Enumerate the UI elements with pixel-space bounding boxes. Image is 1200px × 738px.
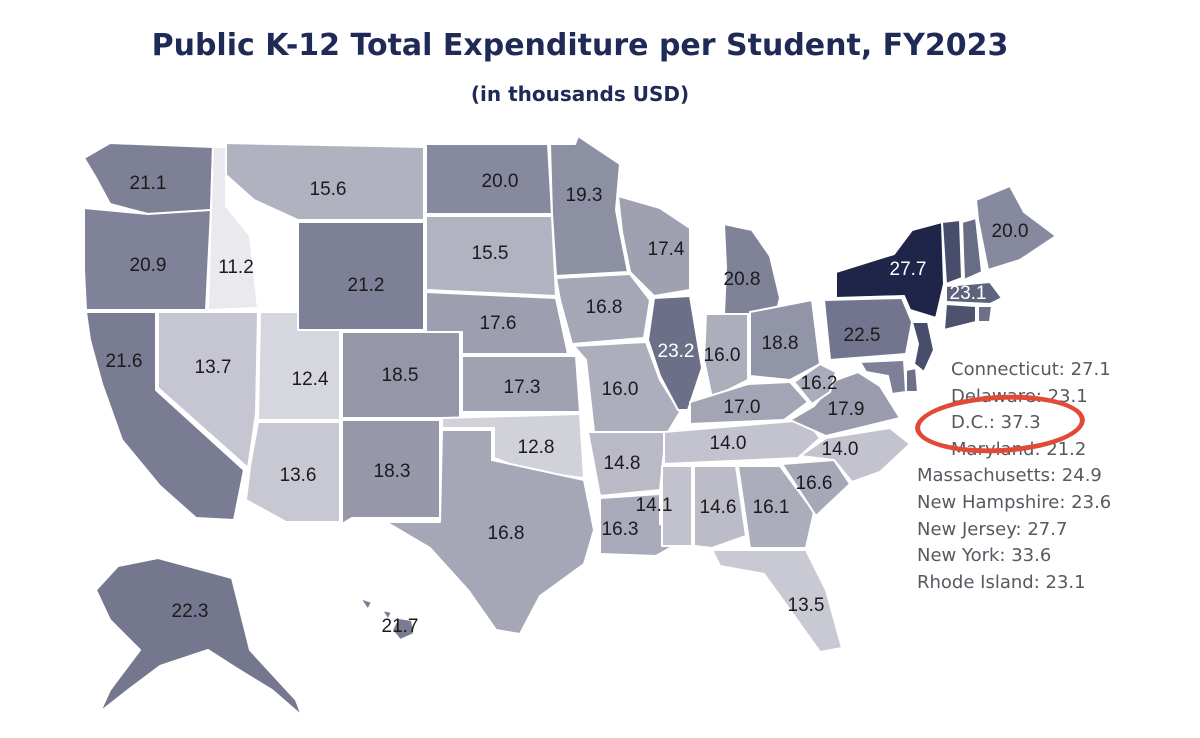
state-label-north-carolina: 14.0 — [822, 439, 859, 460]
state-label-oklahoma: 12.8 — [518, 437, 555, 458]
state-label-texas: 16.8 — [488, 523, 525, 544]
state-label-colorado: 18.5 — [382, 365, 419, 386]
state-wisconsin — [617, 195, 691, 297]
ne-item-delaware: Delaware: 23.1 — [951, 385, 1088, 407]
ne-item-new-hampshire: New Hampshire: 23.6 — [917, 491, 1112, 513]
state-north-carolina — [799, 427, 911, 483]
state-new-hampshire — [961, 217, 983, 281]
state-label-wyoming: 21.2 — [348, 275, 385, 296]
state-label-hawaii: 21.7 — [382, 616, 419, 637]
state-kentucky — [689, 381, 809, 425]
state-georgia — [737, 465, 815, 549]
state-label-florida: 13.5 — [788, 595, 825, 616]
northeast-values-list: Connecticut: 27.1 Delaware: 23.1 D.C.: 3… — [917, 357, 1111, 596]
state-label-michigan: 20.8 — [724, 269, 761, 290]
state-hawaii — [359, 597, 415, 641]
state-label-nebraska: 17.6 — [480, 313, 517, 334]
state-label-utah: 12.4 — [292, 369, 329, 390]
state-label-minnesota: 19.3 — [566, 185, 603, 206]
ne-item-new-jersey: New Jersey: 27.7 — [917, 518, 1068, 540]
state-label-south-carolina: 16.6 — [796, 473, 833, 494]
state-tennessee — [663, 419, 821, 465]
state-label-mississippi: 14.1 — [636, 495, 673, 516]
ne-item-massachusetts: Massachusetts: 24.9 — [917, 465, 1102, 487]
state-south-dakota — [425, 215, 557, 297]
state-maryland — [859, 359, 907, 395]
state-oregon — [83, 207, 212, 311]
state-florida — [711, 549, 843, 653]
state-label-iowa: 16.8 — [586, 297, 623, 318]
state-missouri — [573, 341, 681, 433]
state-label-indiana: 16.0 — [704, 345, 741, 366]
state-minnesota — [549, 135, 629, 277]
state-kansas — [461, 355, 581, 413]
state-illinois — [647, 295, 703, 411]
state-vermont — [941, 219, 963, 285]
state-arkansas — [587, 431, 667, 497]
ne-item-maryland: Maryland: 21.2 — [951, 438, 1087, 460]
state-label-alabama: 14.6 — [700, 497, 737, 518]
state-label-illinois: 23.2 — [658, 341, 695, 362]
state-rhode-island — [977, 305, 993, 323]
ne-item-rhode-island: Rhode Island: 23.1 — [917, 571, 1086, 593]
state-label-maine: 20.0 — [992, 221, 1029, 242]
state-label-massachusetts: 23.1 — [950, 283, 987, 304]
state-arizona — [245, 421, 341, 523]
state-new-jersey — [911, 321, 935, 373]
state-label-north-dakota: 20.0 — [482, 171, 519, 192]
state-montana — [225, 142, 425, 221]
state-california — [85, 311, 245, 521]
state-ohio — [749, 299, 821, 381]
state-new-york — [835, 221, 945, 319]
state-label-georgia: 16.1 — [753, 497, 790, 518]
state-label-pennsylvania: 22.5 — [844, 325, 881, 346]
state-label-oregon: 20.9 — [130, 255, 167, 276]
state-label-idaho: 11.2 — [218, 257, 254, 278]
state-label-west-virginia: 16.2 — [801, 373, 838, 394]
state-connecticut — [943, 303, 977, 331]
state-label-kentucky: 17.0 — [724, 397, 761, 418]
state-nevada — [157, 311, 259, 469]
state-new-mexico — [341, 419, 441, 525]
state-maine — [975, 185, 1057, 271]
ne-item-connecticut: Connecticut: 27.1 — [951, 359, 1111, 380]
state-mississippi — [661, 465, 693, 547]
state-label-kansas: 17.3 — [504, 377, 541, 398]
state-pennsylvania — [823, 297, 913, 361]
state-texas — [385, 429, 595, 635]
map-subtitle: (in thousands USD) — [470, 82, 690, 106]
state-alabama — [693, 465, 747, 549]
ne-item-dc: D.C.: 37.3 — [951, 412, 1041, 434]
state-label-new-mexico: 18.3 — [374, 461, 411, 482]
state-label-new-york: 27.7 — [890, 259, 927, 280]
state-massachusetts — [945, 281, 1003, 305]
state-label-washington: 21.1 — [130, 173, 167, 194]
state-south-carolina — [781, 459, 851, 517]
map-title: Public K-12 Total Expenditure per Studen… — [151, 28, 1009, 63]
state-west-virginia — [793, 363, 837, 405]
state-wyoming — [297, 221, 425, 331]
ne-item-new-york: New York: 33.6 — [917, 545, 1052, 567]
state-label-alaska: 22.3 — [172, 601, 209, 622]
state-label-virginia: 17.9 — [828, 399, 865, 420]
state-label-california: 21.6 — [106, 351, 143, 372]
state-label-south-dakota: 15.5 — [472, 243, 509, 264]
state-label-nevada: 13.7 — [195, 357, 232, 378]
state-label-montana: 15.6 — [310, 179, 347, 200]
state-label-arkansas: 14.8 — [604, 453, 641, 474]
state-label-louisiana: 16.3 — [602, 519, 639, 540]
state-alaska — [95, 557, 303, 717]
state-label-missouri: 16.0 — [602, 379, 639, 400]
state-label-tennessee: 14.0 — [710, 433, 747, 454]
state-label-ohio: 18.8 — [762, 333, 799, 354]
state-label-arizona: 13.6 — [280, 465, 317, 486]
state-iowa — [555, 273, 651, 345]
state-label-wisconsin: 17.4 — [648, 239, 685, 260]
state-nebraska — [425, 291, 569, 355]
